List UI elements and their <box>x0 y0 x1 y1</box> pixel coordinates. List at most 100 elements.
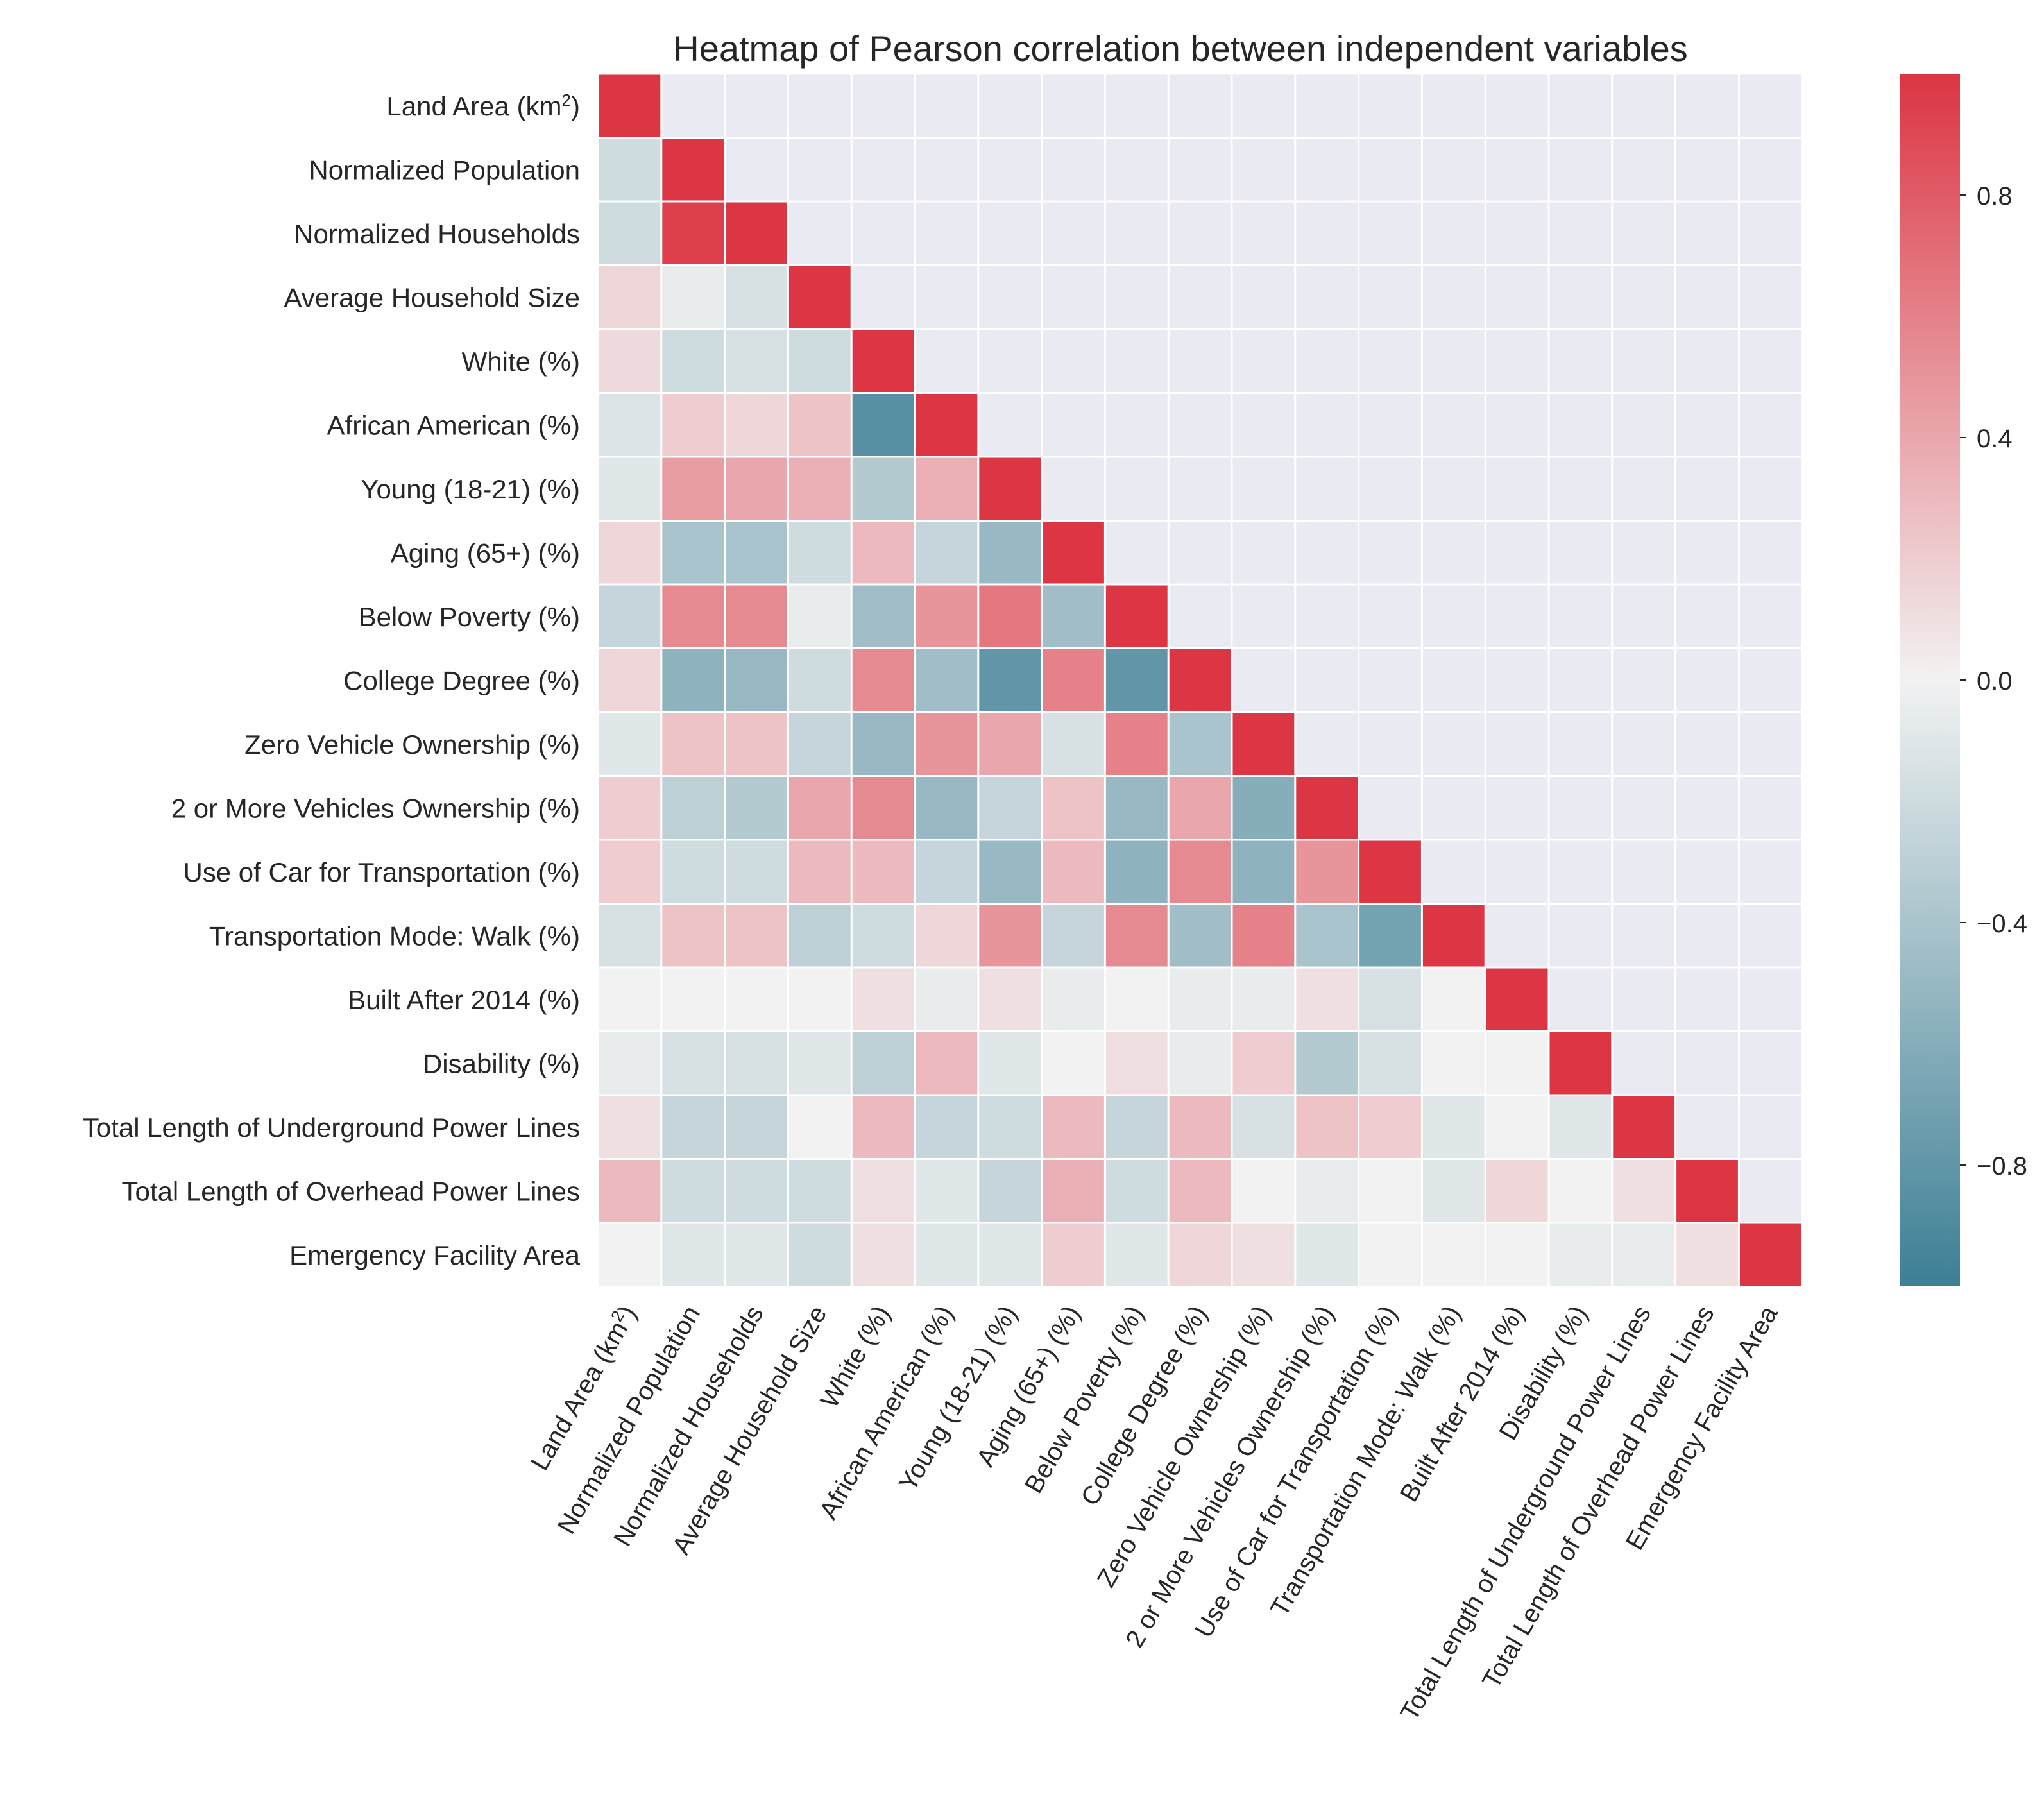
masked-cell <box>726 74 787 137</box>
masked-cell <box>1232 139 1295 201</box>
heatmap-cell <box>1105 905 1168 967</box>
masked-cell <box>979 266 1041 328</box>
heatmap-cell <box>916 905 978 967</box>
masked-cell <box>1676 1032 1738 1095</box>
heatmap-cell <box>1359 1223 1421 1286</box>
masked-cell <box>1422 777 1485 839</box>
heatmap-cell <box>599 139 661 201</box>
heatmap-cell <box>788 522 851 584</box>
heatmap-cell <box>1232 1160 1295 1222</box>
heatmap-cell <box>852 585 914 647</box>
masked-cell <box>1486 394 1548 456</box>
label-text: Aging (65+) (%) <box>391 538 580 568</box>
masked-cell <box>1422 74 1485 137</box>
masked-cell <box>1422 266 1485 328</box>
colorbar-tick-label: −0.8 <box>1977 1152 2027 1180</box>
heatmap-cell <box>1296 905 1358 967</box>
label-text: Young (18-21) (%) <box>361 474 580 504</box>
masked-cell <box>1486 457 1548 520</box>
masked-cell <box>1486 777 1548 839</box>
masked-cell <box>1613 266 1675 328</box>
heatmap-cell <box>1105 713 1168 775</box>
masked-cell <box>1549 74 1612 137</box>
row-label: Use of Car for Transportation (%) <box>183 857 580 887</box>
masked-cell <box>1359 139 1421 201</box>
masked-cell <box>979 330 1041 392</box>
masked-cell <box>1043 394 1104 456</box>
masked-cell <box>1676 522 1738 584</box>
masked-cell <box>1486 522 1548 584</box>
label-text: Built After 2014 (%) <box>348 985 580 1015</box>
masked-cell <box>1676 585 1738 647</box>
masked-cell <box>1549 840 1612 903</box>
heatmap-cell <box>979 968 1041 1030</box>
heatmap-cell <box>662 1160 724 1222</box>
heatmap-cell <box>1359 1160 1421 1222</box>
masked-cell <box>1486 266 1548 328</box>
masked-cell <box>979 74 1041 137</box>
masked-cell <box>1613 713 1675 775</box>
heatmap-cell <box>1613 1096 1675 1158</box>
row-label: Total Length of Underground Power Lines <box>83 1112 580 1143</box>
masked-cell <box>1169 330 1231 392</box>
label-text: 2 or More Vehicles Ownership (%) <box>171 793 580 823</box>
heatmap-cell <box>979 522 1041 584</box>
masked-cell <box>1486 585 1548 647</box>
heatmap-cell <box>1613 1160 1675 1222</box>
masked-cell <box>1105 457 1168 520</box>
masked-cell <box>1359 202 1421 264</box>
heatmap-cell <box>599 394 661 456</box>
row-label: Average Household Size <box>284 282 580 312</box>
label-text: African American (%) <box>327 410 580 440</box>
heatmap-cell <box>1676 1223 1738 1286</box>
masked-cell <box>1105 394 1168 456</box>
masked-cell <box>1043 330 1104 392</box>
masked-cell <box>979 202 1041 264</box>
label-superscript: 2 <box>562 90 571 110</box>
heatmap-cell <box>979 905 1041 967</box>
heatmap-cell <box>726 1160 787 1222</box>
label-text: Total Length of Underground Power Lines <box>83 1112 580 1143</box>
heatmap-cell <box>979 1223 1041 1286</box>
heatmap-cell <box>1359 1032 1421 1095</box>
masked-cell <box>1549 457 1612 520</box>
masked-cell <box>852 74 914 137</box>
masked-cell <box>1613 139 1675 201</box>
heatmap-cell <box>662 266 724 328</box>
masked-cell <box>1359 266 1421 328</box>
heatmap-cell <box>1486 1032 1548 1095</box>
masked-cell <box>1676 330 1738 392</box>
masked-cell <box>726 139 787 201</box>
masked-cell <box>788 74 851 137</box>
label-text: Average Household Size <box>284 282 580 312</box>
masked-cell <box>1105 266 1168 328</box>
masked-cell <box>1739 968 1801 1030</box>
label-text: Transportation Mode: Walk (%) <box>209 921 580 951</box>
heatmap-cell <box>1043 905 1104 967</box>
heatmap-cell <box>1043 713 1104 775</box>
heatmap-cell <box>852 649 914 711</box>
heatmap-cell <box>1232 1223 1295 1286</box>
masked-cell <box>1676 905 1738 967</box>
heatmap-cell <box>916 968 978 1030</box>
masked-cell <box>1739 330 1801 392</box>
masked-cell <box>1676 840 1738 903</box>
masked-cell <box>1676 266 1738 328</box>
label-text: Normalized Population <box>309 155 580 185</box>
heatmap-cell <box>599 905 661 967</box>
colorbar-gradient <box>1900 74 1960 1286</box>
row-label: Zero Vehicle Ownership (%) <box>244 729 580 760</box>
chart-title: Heatmap of Pearson correlation between i… <box>673 28 1687 69</box>
heatmap-cell <box>1232 1032 1295 1095</box>
row-label: Young (18-21) (%) <box>361 474 580 504</box>
masked-cell <box>1486 713 1548 775</box>
masked-cell <box>788 139 851 201</box>
heatmap-cell <box>788 585 851 647</box>
masked-cell <box>1739 202 1801 264</box>
heatmap-cell <box>1613 1223 1675 1286</box>
heatmap-cell <box>1359 968 1421 1030</box>
heatmap-cell <box>1296 1160 1358 1222</box>
heatmap-cell <box>916 1223 978 1286</box>
masked-cell <box>1043 74 1104 137</box>
